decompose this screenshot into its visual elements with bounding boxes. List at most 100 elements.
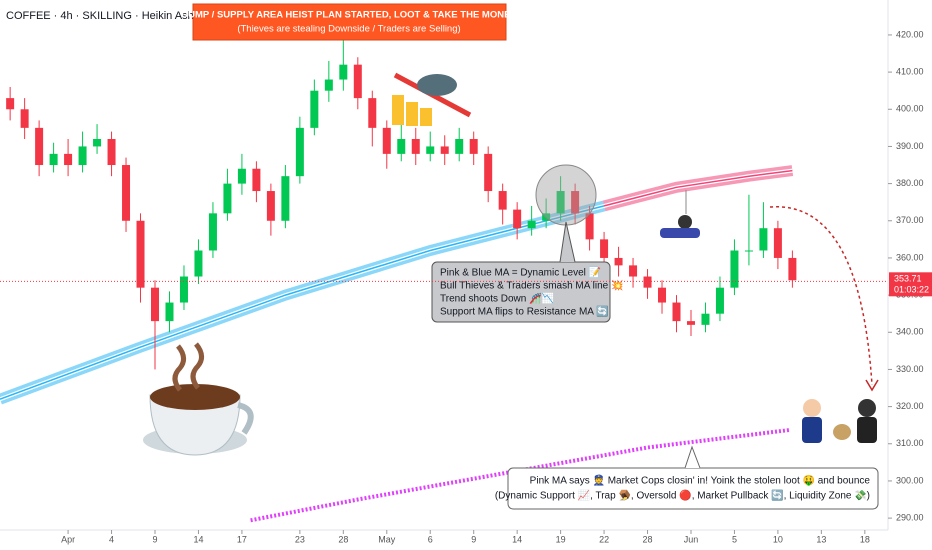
countdown-label: 01:03:22: [894, 285, 929, 295]
chart-title: COFFEE · 4h · SKILLING · Heikin Ashi: [6, 10, 196, 22]
y-tick-label: 370.00: [896, 215, 924, 225]
x-tick-label: 5: [732, 534, 737, 544]
y-tick-label: 340.00: [896, 327, 924, 337]
candle-body: [556, 191, 565, 214]
candle-body: [585, 213, 594, 240]
candle-body: [686, 321, 695, 325]
callout-line: Pink MA says 👮 Market Cops closin' in! Y…: [530, 474, 871, 487]
y-tick-label: 390.00: [896, 141, 924, 151]
highlight-circle: [535, 164, 597, 226]
candle-body: [498, 191, 507, 210]
x-tick-label: Apr: [61, 534, 75, 544]
candle-body: [643, 276, 652, 288]
axes: 290.00300.00310.00320.00330.00340.00350.…: [61, 29, 923, 544]
candle-body: [107, 139, 116, 166]
candle-body: [411, 139, 420, 154]
x-tick-label: 18: [860, 534, 870, 544]
candle-body: [744, 250, 753, 252]
candle-body: [513, 209, 522, 229]
callout-box: [431, 261, 611, 323]
y-tick-label: 360.00: [896, 252, 924, 262]
candle-body: [49, 153, 58, 166]
candle-body: [440, 146, 449, 154]
candle-body: [339, 64, 348, 80]
candle-body: [469, 139, 478, 154]
candle-body: [266, 191, 275, 221]
moving-average: [250, 428, 790, 523]
x-tick-label: 19: [556, 534, 566, 544]
y-tick-label: 320.00: [896, 401, 924, 411]
candle-body: [122, 165, 131, 221]
forecast-arrow-head: [865, 379, 879, 392]
banner-line: DUMP / SUPPLY AREA HEIST PLAN STARTED, L…: [181, 10, 517, 21]
x-tick-label: 6: [428, 534, 433, 544]
x-tick-label: May: [378, 534, 396, 544]
candle-body: [527, 220, 536, 229]
callout-line: Pink & Blue MA = Dynamic Level 📝: [440, 266, 601, 279]
candle-body: [194, 250, 203, 277]
candle-body: [295, 127, 304, 177]
candle-body: [368, 98, 377, 128]
candle-body: [179, 276, 188, 303]
candle-body: [672, 302, 681, 322]
candle-body: [208, 213, 217, 251]
candle-body: [759, 228, 768, 251]
banner-box: [192, 3, 507, 41]
x-tick-label: 17: [237, 534, 247, 544]
callout-box: [507, 467, 879, 510]
y-tick-label: 410.00: [896, 66, 924, 76]
candle-body: [324, 79, 333, 91]
candle-body: [165, 302, 174, 322]
x-tick-label: 14: [193, 534, 203, 544]
candle-body: [310, 90, 319, 128]
candle-body: [658, 287, 667, 303]
moving-average: [603, 169, 793, 207]
candle-body: [629, 265, 638, 277]
callout-line: (Dynamic Support 📈, Trap 🪤, Oversold 🔴, …: [495, 489, 870, 502]
callout-line: Bull Thieves & Traders smash MA line 💥: [440, 279, 623, 292]
x-tick-label: 28: [338, 534, 348, 544]
coffee-illustration: [143, 342, 254, 456]
moving-average: [0, 205, 605, 400]
candle-body: [64, 153, 73, 166]
current-price-label: 353.71: [894, 274, 922, 284]
x-tick-label: 9: [471, 534, 476, 544]
y-tick-label: 400.00: [896, 104, 924, 114]
y-tick-label: 420.00: [896, 29, 924, 39]
x-tick-label: Jun: [684, 534, 699, 544]
candle-body: [715, 287, 724, 314]
candle-body: [136, 220, 145, 288]
x-tick-label: 28: [643, 534, 653, 544]
candle-body: [730, 250, 739, 288]
candle-body: [35, 127, 44, 166]
candle-body: [281, 176, 290, 221]
x-tick-label: 13: [816, 534, 826, 544]
candle-body: [382, 127, 391, 154]
x-tick-label: 22: [599, 534, 609, 544]
candle-body: [397, 139, 406, 154]
candle-body: [600, 239, 609, 258]
thieves-illustration: [660, 215, 877, 443]
x-tick-label: 4: [109, 534, 114, 544]
banner-line: (Thieves are stealing Downside / Traders…: [237, 24, 460, 35]
x-tick-label: 14: [512, 534, 522, 544]
y-tick-label: 310.00: [896, 438, 924, 448]
candle-body: [571, 191, 580, 214]
candle-body: [252, 168, 261, 192]
candle-body: [426, 146, 435, 154]
x-tick-label: 10: [773, 534, 783, 544]
candle-body: [614, 257, 623, 266]
candle-body: [773, 228, 782, 258]
bear-illustration: [392, 72, 472, 126]
callout-line: Support MA flips to Resistance MA 🔄: [440, 305, 609, 318]
candle-body: [93, 139, 102, 147]
forecast-arrow: [769, 206, 873, 386]
plot: [0, 38, 797, 523]
candle-body: [701, 313, 710, 325]
candle-body: [78, 146, 87, 166]
candle-body: [6, 98, 15, 110]
y-tick-label: 330.00: [896, 364, 924, 374]
y-tick-label: 380.00: [896, 178, 924, 188]
